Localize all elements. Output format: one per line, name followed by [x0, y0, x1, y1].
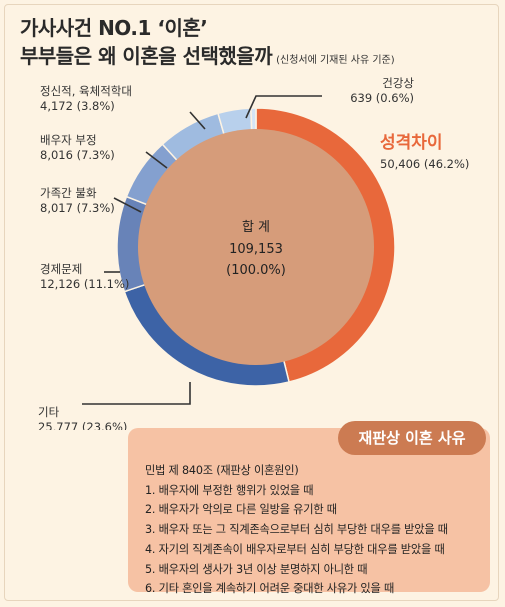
chart-title: 가사사건 NO.1 ‘이혼’ — [20, 16, 208, 40]
chart-frame — [4, 4, 499, 601]
slice-value-label: 8,017 (7.3%) — [40, 201, 115, 215]
legal-item: 1. 배우자에 부정한 행위가 있었을 때 — [145, 483, 314, 497]
slice-value-label: 639 (0.6%) — [350, 91, 414, 105]
slice-name-label: 기타 — [38, 405, 60, 419]
leader-line-6 — [245, 95, 322, 119]
legal-item: 4. 자기의 직계존속이 배우자로부터 심히 부당한 대우를 받았을 때 — [145, 542, 445, 556]
legal-intro: 민법 제 840조 (재판상 이혼원인) — [145, 464, 299, 477]
donut-center — [138, 129, 374, 365]
leader-line-3 — [113, 197, 142, 213]
slice-value-label: 12,126 (11.1%) — [40, 277, 129, 291]
total-value: 109,153 — [229, 242, 283, 257]
legal-item: 2. 배우자가 악의로 다른 일방을 유기한 때 — [145, 503, 337, 517]
slice-name-label: 가족간 불화 — [40, 186, 97, 200]
slice-name-label: 정신적, 육체적학대 — [40, 84, 132, 98]
legal-item: 5. 배우자의 생사가 3년 이상 분명하지 아니한 때 — [145, 562, 368, 576]
total-label: 합 계 — [242, 220, 270, 235]
leader-line-5 — [189, 111, 206, 130]
total-percent: (100.0%) — [226, 263, 286, 278]
slice-name-label: 건강상 — [382, 76, 414, 90]
legal-item: 6. 기타 혼인을 계속하기 어려운 중대한 사유가 있을 때 — [145, 582, 395, 596]
subtitle-text: 부부들은 왜 이혼을 선택했을까 — [20, 44, 273, 68]
leader-line-1 — [82, 382, 191, 405]
slice-name-label: 배우자 부정 — [40, 133, 97, 147]
slice-value-label: 8,016 (7.3%) — [40, 148, 115, 162]
subtitle-note: (신청서에 기재된 사유 기준) — [276, 55, 395, 66]
legal-reasons-header: 재판상 이혼 사유 — [338, 421, 486, 455]
legal-reasons-box — [128, 428, 490, 592]
slice-value-label: 50,406 (46.2%) — [380, 157, 469, 171]
slice-value-label: 25,777 (23.6%) — [38, 420, 127, 430]
legal-item: 3. 배우자 또는 그 직계존속으로부터 심히 부당한 대우를 받았을 때 — [145, 523, 448, 537]
leader-line-4 — [145, 151, 168, 169]
slice-name-label: 성격차이 — [380, 133, 443, 153]
chart-subtitle: 부부들은 왜 이혼을 선택했을까 (신청서에 기재된 사유 기준) — [20, 40, 395, 69]
slice-name-label: 경제문제 — [40, 262, 82, 276]
slice-value-label: 4,172 (3.8%) — [40, 99, 115, 113]
legal-reasons-list: 민법 제 840조 (재판상 이혼원인) 1. 배우자에 부정한 행위가 있었을… — [145, 461, 448, 599]
